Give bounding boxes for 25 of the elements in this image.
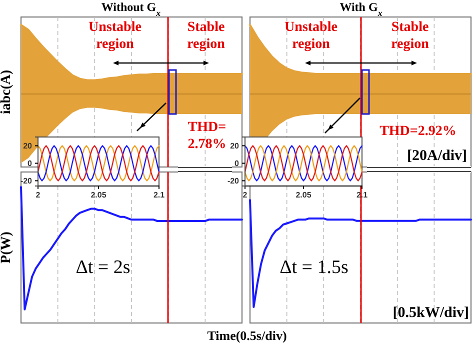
x-tick-label: 2 <box>36 190 41 200</box>
y-tick-label: 20 <box>23 141 33 150</box>
annotation: Unstable region <box>284 20 338 52</box>
y-tick-label: 20 <box>230 141 240 150</box>
x-tick-label: 2.05 <box>90 190 107 200</box>
chart-title: With G$_{x}$ <box>340 0 383 18</box>
x-tick-label: 2 <box>242 190 248 200</box>
x-tick-label: 2.05 <box>296 190 312 200</box>
y-tick-label: 0 <box>234 158 240 168</box>
text: THD=2.92% <box>380 124 456 139</box>
y-axis-title: P(W) <box>0 231 14 264</box>
x-axis-title: Time(0.5s/div) <box>207 328 287 343</box>
annotation: Stable region <box>187 20 226 52</box>
annotation: Δt = 2s <box>76 257 130 278</box>
y-axis-title: iabc(A) <box>0 70 14 114</box>
chart-title: Without G$_{x}$ <box>101 0 162 18</box>
text: [20A/div] <box>407 148 467 164</box>
x-tick-label: 2.1 <box>153 190 166 200</box>
y-tick-label: 0 <box>28 158 33 168</box>
text: THD=2.78% <box>188 120 226 152</box>
annotation: Δt = 1.5s <box>280 257 348 278</box>
annotation: Stable region <box>391 20 430 52</box>
annotation: [0.5kW/div] <box>392 305 469 321</box>
y-tick-label: -20 <box>227 176 240 186</box>
annotation: Unstable region <box>88 20 142 52</box>
